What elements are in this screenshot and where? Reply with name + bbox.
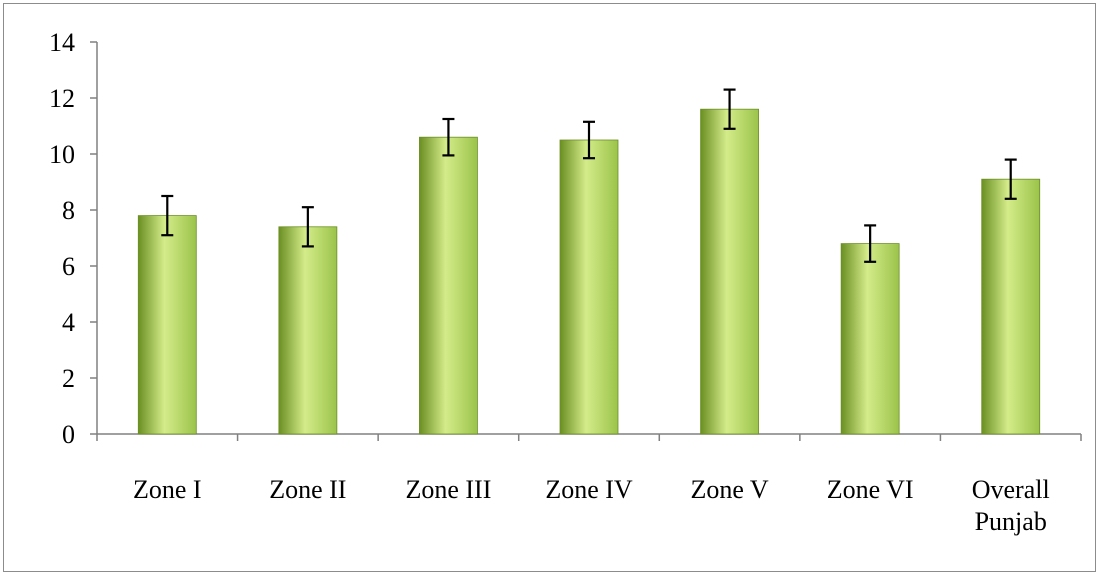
x-category-label: Zone III xyxy=(405,475,491,504)
x-category-label: Punjab xyxy=(975,507,1047,536)
bar xyxy=(137,215,197,435)
bar xyxy=(981,178,1041,435)
y-tick-label: 8 xyxy=(62,196,75,225)
x-category-label: Zone I xyxy=(133,475,202,504)
x-category-labels: Zone I Zone II Zone III Zone IV Zone V Zone V… xyxy=(133,475,1050,536)
y-tick-label: 10 xyxy=(49,140,75,169)
y-tick-labels: 0 2 4 6 8 10 12 14 xyxy=(49,28,75,449)
y-tick-label: 4 xyxy=(62,308,75,337)
bar xyxy=(278,226,338,435)
x-category-label: Zone VI xyxy=(827,475,914,504)
bar xyxy=(559,139,619,435)
bar xyxy=(840,243,900,435)
x-category-label: Zone IV xyxy=(545,475,633,504)
bar xyxy=(700,108,759,435)
x-category-label: Overall xyxy=(972,475,1050,504)
bars-group xyxy=(137,108,1041,435)
y-tick-label: 2 xyxy=(62,364,75,393)
x-category-label: Zone II xyxy=(269,475,346,504)
y-tick-label: 14 xyxy=(49,28,75,57)
error-bars-group xyxy=(161,88,1017,263)
y-tick-label: 6 xyxy=(62,252,75,281)
bar xyxy=(419,136,478,435)
y-tick-label: 0 xyxy=(62,420,75,449)
y-tick-label: 12 xyxy=(49,84,75,113)
x-category-label: Zone V xyxy=(690,475,768,504)
